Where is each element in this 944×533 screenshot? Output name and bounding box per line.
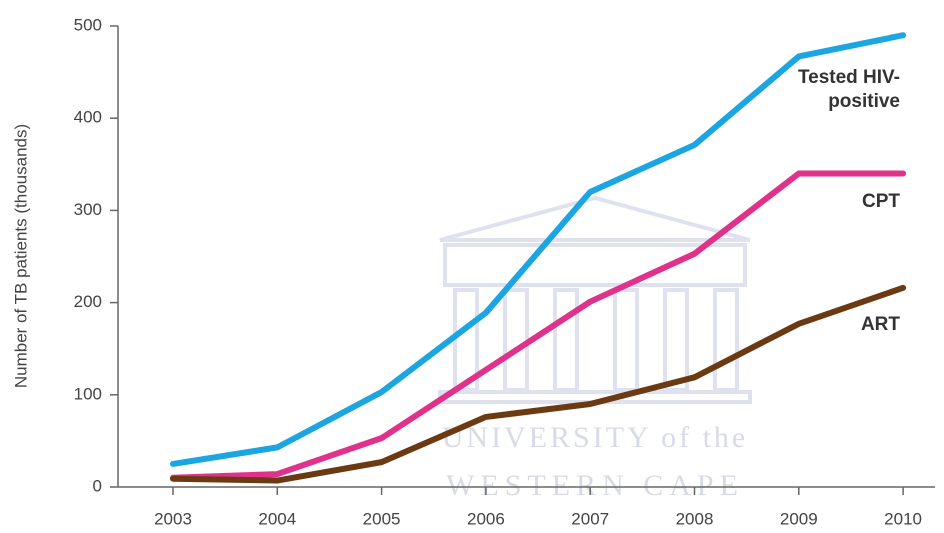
x-tick-label: 2005 bbox=[363, 509, 401, 528]
y-tick-label: 0 bbox=[93, 476, 102, 495]
x-tick-label: 2008 bbox=[676, 509, 714, 528]
watermark-text: WESTERN CAPE bbox=[446, 469, 744, 502]
y-axis-label: Number of TB patients (thousands) bbox=[11, 124, 30, 388]
series-line bbox=[170, 32, 907, 467]
x-tick-label: 2009 bbox=[780, 509, 818, 528]
x-tick-label: 2010 bbox=[884, 509, 922, 528]
y-tick-label: 500 bbox=[74, 15, 102, 34]
y-tick-label: 400 bbox=[74, 108, 102, 127]
series-label: CPT bbox=[862, 191, 900, 212]
series-label: Tested HIV-positive bbox=[797, 67, 900, 112]
watermark-text: UNIVERSITY of the bbox=[442, 421, 749, 454]
x-tick-label: 2007 bbox=[571, 509, 609, 528]
series-line bbox=[170, 284, 907, 484]
watermark-building bbox=[438, 195, 752, 404]
y-tick-label: 300 bbox=[74, 200, 102, 219]
y-tick-label: 200 bbox=[74, 292, 102, 311]
x-tick-label: 2003 bbox=[154, 509, 192, 528]
y-tick-label: 100 bbox=[74, 384, 102, 403]
series-line bbox=[170, 170, 907, 481]
series-label: ART bbox=[860, 314, 900, 335]
x-tick-label: 2006 bbox=[467, 509, 505, 528]
x-tick-label: 2004 bbox=[258, 509, 296, 528]
